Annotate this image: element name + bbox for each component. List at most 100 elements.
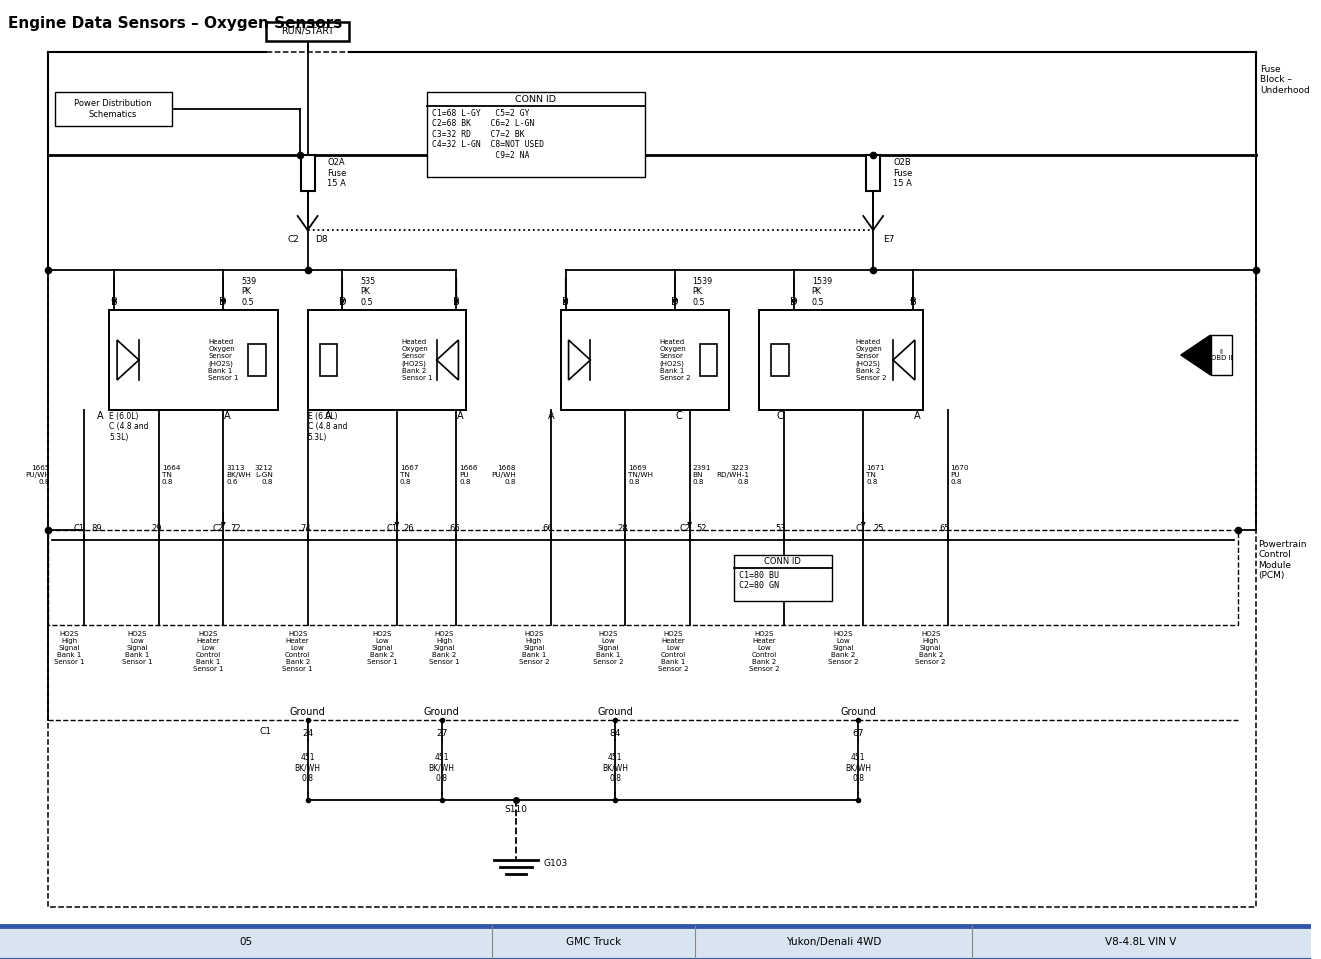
Text: HO2S
Low
Signal
Bank 1
Sensor 2: HO2S Low Signal Bank 1 Sensor 2 xyxy=(593,631,624,665)
Bar xyxy=(867,155,880,191)
Text: 65: 65 xyxy=(939,524,950,533)
Text: 451
BK/WH
0.8: 451 BK/WH 0.8 xyxy=(845,753,872,783)
Bar xyxy=(700,344,717,376)
Text: D: D xyxy=(671,297,679,307)
Text: 25: 25 xyxy=(873,524,884,533)
Bar xyxy=(308,310,466,410)
Text: 451
BK/WH
0.8: 451 BK/WH 0.8 xyxy=(428,753,454,783)
Text: HO2S
Heater
Low
Control
Bank 1
Sensor 1: HO2S Heater Low Control Bank 1 Sensor 1 xyxy=(193,631,223,672)
Text: 52: 52 xyxy=(696,524,707,533)
Text: Engine Data Sensors – Oxygen Sensors: Engine Data Sensors – Oxygen Sensors xyxy=(8,16,342,31)
Text: 3212
L-GN
0.8: 3212 L-GN 0.8 xyxy=(255,465,273,485)
Text: V8-4.8L VIN V: V8-4.8L VIN V xyxy=(1106,937,1177,947)
Bar xyxy=(301,155,314,191)
Text: 451
BK/WH
0.8: 451 BK/WH 0.8 xyxy=(295,753,321,783)
Text: 1669
TN/WH
0.8: 1669 TN/WH 0.8 xyxy=(627,465,653,485)
Text: A: A xyxy=(914,411,921,421)
Text: B: B xyxy=(563,297,569,307)
Text: Heated
Oxygen
Sensor
(HO2S)
Bank 2
Sensor 2: Heated Oxygen Sensor (HO2S) Bank 2 Senso… xyxy=(856,339,886,381)
Text: C1=68 L-GY   C5=2 GY
C2=68 BK    C6=2 L-GN
C3=32 RD    C7=2 BK
C4=32 L-GN  C8=NO: C1=68 L-GY C5=2 GY C2=68 BK C6=2 L-GN C3… xyxy=(432,109,544,159)
Bar xyxy=(771,344,789,376)
Text: C2: C2 xyxy=(288,236,300,245)
Text: D: D xyxy=(790,297,798,307)
Text: C1: C1 xyxy=(260,728,272,737)
Bar xyxy=(760,310,923,410)
Bar xyxy=(248,344,266,376)
Bar xyxy=(560,310,729,410)
Bar xyxy=(427,92,645,177)
Text: 66: 66 xyxy=(543,524,553,533)
Text: S110: S110 xyxy=(505,806,527,814)
Text: 1670
PU
0.8: 1670 PU 0.8 xyxy=(951,465,970,485)
Text: B: B xyxy=(909,297,917,307)
Text: 451
BK/WH
0.8: 451 BK/WH 0.8 xyxy=(602,753,629,783)
Text: C: C xyxy=(777,411,783,421)
Text: C1: C1 xyxy=(856,524,867,533)
Text: RUN/START: RUN/START xyxy=(281,27,334,35)
Text: HO2S
Low
Signal
Bank 2
Sensor 1: HO2S Low Signal Bank 2 Sensor 1 xyxy=(367,631,398,665)
Text: A: A xyxy=(457,411,464,421)
Text: C1=80 BU
C2=80 GN: C1=80 BU C2=80 GN xyxy=(740,571,779,591)
Bar xyxy=(0,926,1310,959)
Text: 1539
PK
0.5: 1539 PK 0.5 xyxy=(811,277,832,307)
Text: C2: C2 xyxy=(679,524,690,533)
Bar xyxy=(110,310,277,410)
Text: A: A xyxy=(548,411,555,421)
Text: Heated
Oxygen
Sensor
(HO2S)
Bank 1
Sensor 1: Heated Oxygen Sensor (HO2S) Bank 1 Senso… xyxy=(209,339,239,381)
Text: 26: 26 xyxy=(403,524,413,533)
Text: C: C xyxy=(675,411,682,421)
Bar xyxy=(1210,335,1232,375)
Text: A: A xyxy=(325,411,332,421)
Text: CONN ID: CONN ID xyxy=(515,95,556,104)
Text: 1667
TN
0.8: 1667 TN 0.8 xyxy=(400,465,419,485)
Text: 1664
TN
0.8: 1664 TN 0.8 xyxy=(161,465,180,485)
Text: HO2S
Heater
Low
Control
Bank 1
Sensor 2: HO2S Heater Low Control Bank 1 Sensor 2 xyxy=(658,631,688,672)
Text: 3113
BK/WH
0.6: 3113 BK/WH 0.6 xyxy=(226,465,251,485)
Text: Ground: Ground xyxy=(840,707,876,717)
Text: Ground: Ground xyxy=(289,707,325,717)
Text: II
OBD II: II OBD II xyxy=(1210,348,1232,362)
Text: 539
PK
0.5: 539 PK 0.5 xyxy=(242,277,256,307)
Text: Heated
Oxygen
Sensor
(HO2S)
Bank 2
Sensor 1: Heated Oxygen Sensor (HO2S) Bank 2 Senso… xyxy=(402,339,432,381)
Text: HO2S
Heater
Low
Control
Bank 2
Sensor 2: HO2S Heater Low Control Bank 2 Sensor 2 xyxy=(749,631,779,672)
Text: 1668
PU/WH
0.8: 1668 PU/WH 0.8 xyxy=(491,465,517,485)
Text: O2B
Fuse
15 A: O2B Fuse 15 A xyxy=(893,158,913,188)
Text: B: B xyxy=(111,297,118,307)
Text: HO2S
High
Signal
Bank 1
Sensor 1: HO2S High Signal Bank 1 Sensor 1 xyxy=(54,631,85,665)
Text: D: D xyxy=(338,297,346,307)
Polygon shape xyxy=(1181,335,1210,375)
Text: Power Distribution
Schematics: Power Distribution Schematics xyxy=(74,100,152,119)
Text: HO2S
Heater
Low
Control
Bank 2
Sensor 1: HO2S Heater Low Control Bank 2 Sensor 1 xyxy=(283,631,313,672)
Bar xyxy=(54,92,172,126)
Text: 1666
PU
0.8: 1666 PU 0.8 xyxy=(460,465,478,485)
Text: 1665
PU/WH
0.8: 1665 PU/WH 0.8 xyxy=(25,465,50,485)
Text: 535
PK
0.5: 535 PK 0.5 xyxy=(361,277,375,307)
Text: 84: 84 xyxy=(609,730,621,738)
Text: D: D xyxy=(219,297,227,307)
Text: C1: C1 xyxy=(386,524,398,533)
Bar xyxy=(48,52,1256,907)
Text: 27: 27 xyxy=(436,730,448,738)
Text: C2: C2 xyxy=(213,524,223,533)
Text: C1: C1 xyxy=(74,524,85,533)
Text: D8: D8 xyxy=(316,236,328,245)
Bar xyxy=(734,555,831,601)
Text: 3223
RD/WH-1
0.8: 3223 RD/WH-1 0.8 xyxy=(716,465,749,485)
Text: E (6.0L)
C (4.8 and
5.3L): E (6.0L) C (4.8 and 5.3L) xyxy=(308,412,347,442)
Text: G103: G103 xyxy=(544,858,568,868)
Text: 1671
TN
0.8: 1671 TN 0.8 xyxy=(867,465,885,485)
Bar xyxy=(48,530,1238,625)
Text: Fuse
Block –
Underhood: Fuse Block – Underhood xyxy=(1260,65,1310,95)
Text: 66: 66 xyxy=(449,524,460,533)
Text: 2391
BN
0.8: 2391 BN 0.8 xyxy=(692,465,711,485)
Text: HO2S
High
Signal
Bank 2
Sensor 1: HO2S High Signal Bank 2 Sensor 1 xyxy=(429,631,460,665)
Text: 89: 89 xyxy=(91,524,102,533)
Text: HO2S
Low
Signal
Bank 2
Sensor 2: HO2S Low Signal Bank 2 Sensor 2 xyxy=(828,631,859,665)
Text: 53: 53 xyxy=(775,524,786,533)
Text: E7: E7 xyxy=(884,236,894,245)
Text: 24: 24 xyxy=(303,730,313,738)
Text: HO2S
High
Signal
Bank 1
Sensor 2: HO2S High Signal Bank 1 Sensor 2 xyxy=(519,631,550,665)
Text: 1539
PK
0.5: 1539 PK 0.5 xyxy=(692,277,713,307)
Text: B: B xyxy=(453,297,460,307)
Text: HO2S
Low
Signal
Bank 1
Sensor 1: HO2S Low Signal Bank 1 Sensor 1 xyxy=(122,631,152,665)
